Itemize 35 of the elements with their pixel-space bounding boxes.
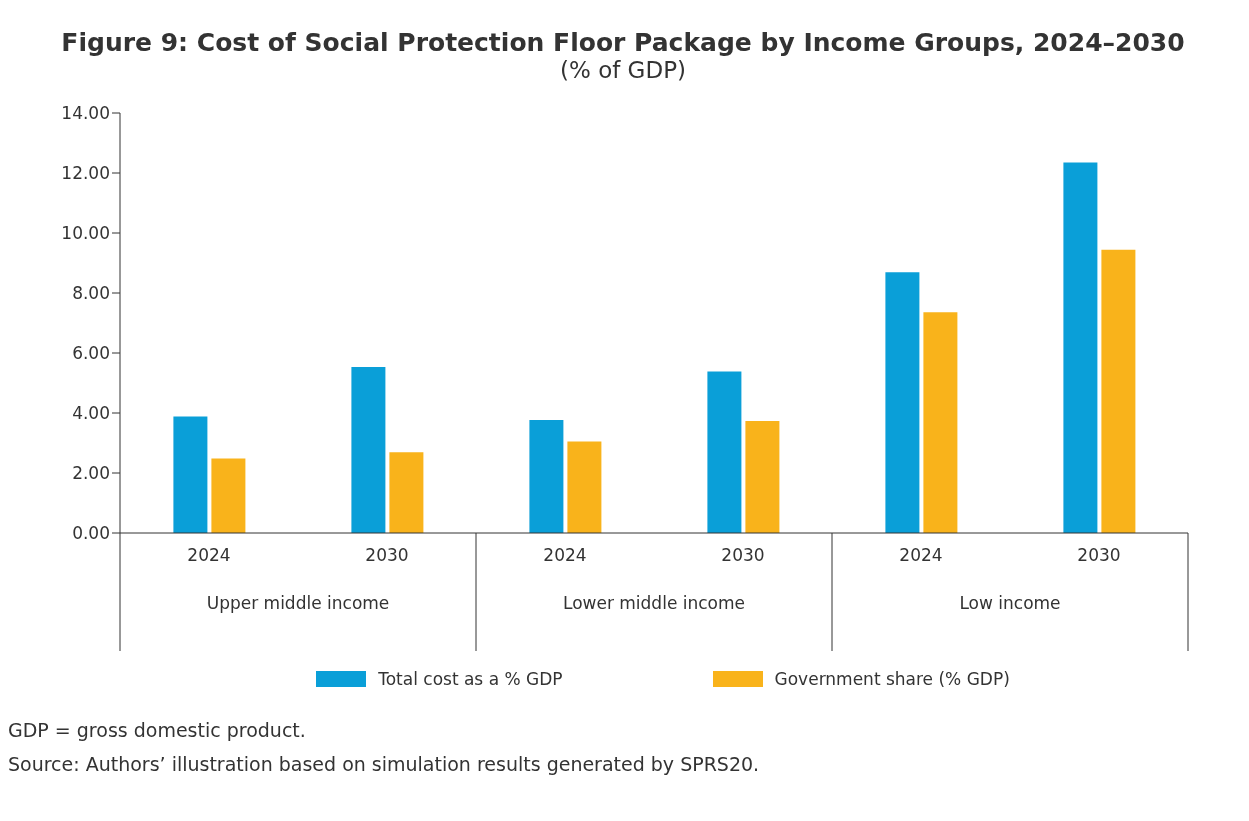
bar bbox=[173, 416, 208, 533]
bar bbox=[1063, 162, 1098, 533]
bar bbox=[923, 312, 958, 533]
bar bbox=[567, 441, 602, 533]
bar bbox=[211, 458, 246, 533]
x-tick-label: 2024 bbox=[187, 545, 231, 565]
x-tick-label: 2030 bbox=[721, 545, 765, 565]
y-tick-label: 8.00 bbox=[72, 283, 110, 304]
text: Upper middle income bbox=[206, 593, 390, 613]
y-tick-label: 12.00 bbox=[61, 163, 110, 184]
y-tick-label: 2.00 bbox=[72, 463, 110, 484]
x-tick-label: 2024 bbox=[543, 545, 587, 565]
y-tick-label: 10.00 bbox=[61, 223, 110, 244]
bar bbox=[1101, 249, 1136, 533]
chart-subtitle: (% of GDP) bbox=[559, 57, 687, 83]
legend-label: Total cost as a % GDP bbox=[378, 669, 563, 689]
y-tick-label: 0.00 bbox=[72, 523, 110, 544]
bar bbox=[885, 272, 920, 533]
source-note: Source: Authors’ illustration based on simulation results generated by SPRS20. bbox=[8, 753, 761, 775]
bar bbox=[707, 371, 742, 533]
bar bbox=[745, 421, 780, 533]
x-tick-label: 2024 bbox=[899, 545, 943, 565]
x-tick-label: 2030 bbox=[1077, 545, 1121, 565]
bar bbox=[389, 452, 424, 533]
x-tick-label: 2030 bbox=[365, 545, 409, 565]
legend-label: Government share (% GDP) bbox=[774, 669, 1010, 689]
y-tick-label: 14.00 bbox=[61, 103, 110, 124]
text: Lower middle income bbox=[562, 593, 746, 613]
bar bbox=[529, 419, 564, 533]
y-tick-label: 6.00 bbox=[72, 343, 110, 364]
bar bbox=[351, 367, 386, 533]
text: Low income bbox=[959, 593, 1061, 613]
chart-title: Figure 9: Cost of Social Protection Floor Package by Income Groups, 2024–2030 bbox=[60, 28, 1186, 57]
text: GDP = gross domestic product. bbox=[8, 719, 307, 741]
y-tick-label: 4.00 bbox=[72, 403, 110, 424]
